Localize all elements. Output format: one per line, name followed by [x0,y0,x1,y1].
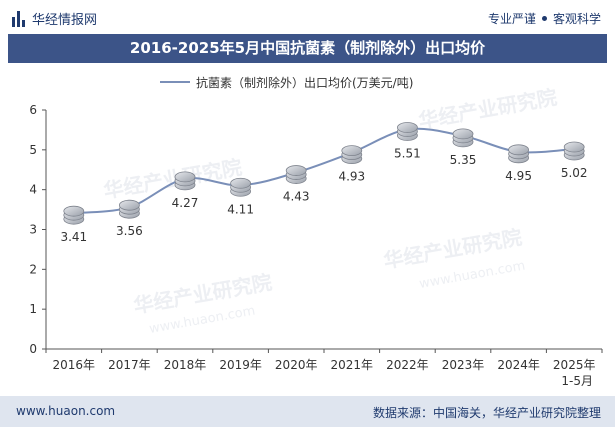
tagline: 专业严谨 客观科学 [488,10,601,27]
chart-title: 2016-2025年5月中国抗菌素（制剂除外）出口均价 [8,34,607,63]
data-point-marker [563,141,585,161]
axes: 0 1 2 3 4 5 6 2016年 2017年 2018年 2019年 2020年 2021年 202… [29,103,603,388]
top-bar: 华经情报网 专业严谨 客观科学 [0,0,615,34]
tagline-left: 专业严谨 [487,12,536,26]
coin-icon [230,177,252,189]
x-tick-label: 2018年 [164,358,207,372]
y-tick-label: 4 [29,183,37,197]
data-point-marker [285,165,307,184]
data-label: 5.51 [394,147,421,161]
data-label: 3.41 [60,230,87,244]
coin-icon [118,199,140,211]
data-label: 4.95 [505,169,532,183]
coin-icon [341,145,363,157]
coin-icon [174,171,196,183]
dot-separator [541,16,547,21]
legend-label: 抗菌素（制剂除外）出口均价(万美元/吨) [196,75,413,90]
x-tick-sublabel: 1-5月 [561,374,593,388]
line-chart: 华经产业研究院 华经产业研究院 华经产业研究院 华经产业研究院 www.huao… [29,75,603,388]
data-point-marker [174,171,196,191]
data-point-marker [230,177,252,197]
coin-icon [563,141,585,153]
footer-source: 数据来源：中国海关，华经产业研究院整理 [372,406,601,420]
x-tick-label: 2024年 [497,358,540,372]
coin-icon [63,205,85,217]
y-tick-label: 5 [29,143,37,157]
watermark-group: 华经产业研究院 华经产业研究院 华经产业研究院 华经产业研究院 www.huao… [102,85,559,337]
coin-icon [285,165,307,176]
data-point-marker [63,205,85,225]
x-tick-label: 2025年 [553,358,596,372]
data-label: 4.11 [227,202,254,216]
x-tick-label: 2016年 [53,358,96,372]
footer-website: www.huaon.com [16,404,116,418]
y-tick-label: 0 [29,342,37,356]
coin-icon [508,144,529,156]
series-group: 3.41 3.56 4.27 4.11 4.43 4.93 5.51 5.35 4.95 5.02 [60,122,588,244]
chart-area: 华经产业研究院 华经产业研究院 华经产业研究院 华经产业研究院 www.huao… [0,63,615,396]
data-point-marker [452,128,474,148]
legend: 抗菌素（制剂除外）出口均价(万美元/吨) [160,75,413,90]
x-tick-label: 2020年 [275,358,318,372]
data-point-marker [508,144,529,164]
x-tick-label: 2022年 [386,358,429,372]
x-tick-label: 2023年 [442,358,485,372]
data-label: 4.93 [338,170,365,184]
bar-chart-icon [12,10,26,27]
watermark-text: 华经产业研究院 [417,85,559,133]
coin-icon [396,122,418,133]
data-label: 4.27 [172,196,199,210]
footer: www.huaon.com 数据来源：中国海关，华经产业研究院整理 [0,396,615,427]
x-tick-label: 2021年 [331,358,374,372]
data-point-marker [396,122,418,141]
data-label: 5.02 [561,166,588,180]
data-label: 4.43 [283,190,310,204]
y-tick-label: 3 [29,223,37,237]
logo-text: 华经情报网 [32,13,98,28]
y-tick-label: 1 [29,302,37,316]
y-tick-label: 2 [29,262,37,276]
data-label: 3.56 [116,224,143,238]
coin-icon [452,128,474,140]
y-tick-label: 6 [29,103,37,117]
data-point-marker [341,145,363,165]
data-label: 5.35 [450,153,477,167]
x-tick-label: 2019年 [219,358,262,372]
x-tick-label: 2017年 [108,358,151,372]
tagline-right: 客观科学 [552,12,601,26]
data-point-marker [118,199,140,219]
series-line [73,127,575,215]
logo: 华经情报网 [12,9,97,28]
